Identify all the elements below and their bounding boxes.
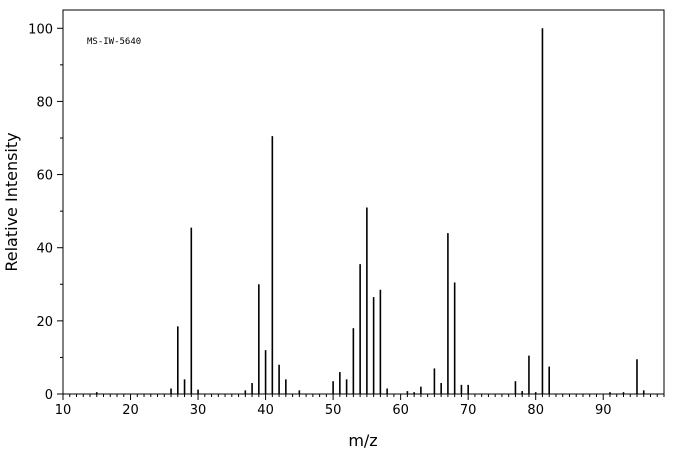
x-tick-label: 90 xyxy=(595,403,612,418)
x-tick-label: 20 xyxy=(122,403,139,418)
y-tick-label: 0 xyxy=(45,388,53,403)
x-tick-label: 40 xyxy=(257,403,274,418)
x-axis-title: m/z xyxy=(348,431,377,450)
y-tick-label: 60 xyxy=(36,169,53,184)
x-tick-label: 80 xyxy=(527,403,544,418)
y-tick-label: 20 xyxy=(36,315,53,330)
x-tick-label: 10 xyxy=(55,403,72,418)
plot-frame xyxy=(62,9,665,395)
x-tick-label: 60 xyxy=(392,403,409,418)
chart-annotation: MS-IW-5640 xyxy=(87,37,141,47)
y-axis-title: Relative Intensity xyxy=(2,132,21,271)
y-tick-label: 80 xyxy=(36,95,53,110)
y-axis-ticks: 0 20 40 60 80 100 xyxy=(28,22,63,403)
x-tick-label: 70 xyxy=(460,403,477,418)
x-tick-label: 50 xyxy=(325,403,342,418)
y-tick-label: 40 xyxy=(36,242,53,257)
y-tick-label: 100 xyxy=(28,22,53,37)
spectrum-bars xyxy=(95,28,645,394)
x-axis-ticks: 10 20 30 40 50 60 70 80 90 xyxy=(55,394,665,418)
x-tick-label: 30 xyxy=(190,403,207,418)
